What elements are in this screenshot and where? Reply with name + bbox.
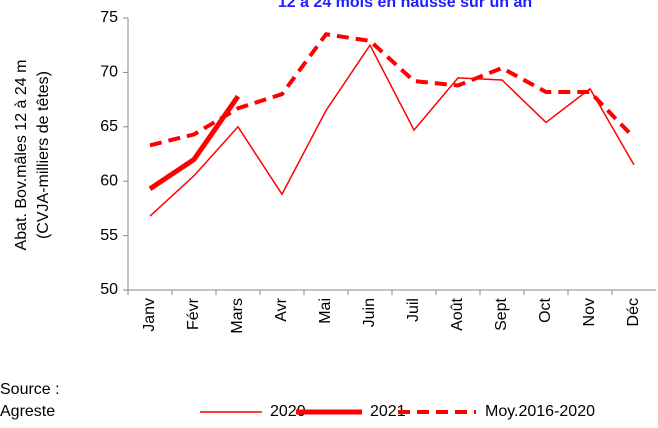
x-tick-label: Févr — [185, 297, 202, 330]
y-tick-label: 50 — [100, 281, 118, 298]
y-tick-label: 55 — [100, 227, 118, 244]
y-axis-label: (CVJA-milliers de têtes) — [35, 71, 52, 239]
y-tick-label: 60 — [100, 172, 118, 189]
y-axis-label: Abat. Bov.mâles 12 à 24 m — [13, 60, 30, 251]
x-tick-label: Mars — [229, 298, 246, 334]
line-series — [149, 43, 635, 217]
x-tick-label: Oct — [537, 297, 554, 322]
x-tick-label: Juil — [405, 298, 422, 322]
legend-label: 2020 — [270, 403, 306, 420]
x-tick-label: Nov — [581, 298, 598, 326]
x-tick-label: Déc — [625, 298, 642, 326]
chart-title: 12 à 24 mois en hausse sur un an — [278, 0, 532, 11]
y-tick-label: 75 — [100, 9, 118, 26]
y-tick-label: 65 — [100, 118, 118, 135]
source: Agreste — [0, 403, 55, 420]
x-tick-label: Mai — [317, 298, 334, 324]
x-tick-label: Juin — [361, 298, 378, 327]
line-series — [149, 32, 636, 148]
source: Source : — [0, 381, 60, 398]
x-tick-label: Janv — [141, 298, 158, 332]
legend-label: Moy.2016-2020 — [485, 403, 595, 420]
x-tick-label: Avr — [273, 297, 290, 321]
x-tick-label: Août — [449, 297, 466, 330]
x-tick-label: Sept — [493, 297, 510, 330]
y-tick-label: 70 — [100, 64, 118, 81]
legend-label: 2021 — [370, 403, 406, 420]
